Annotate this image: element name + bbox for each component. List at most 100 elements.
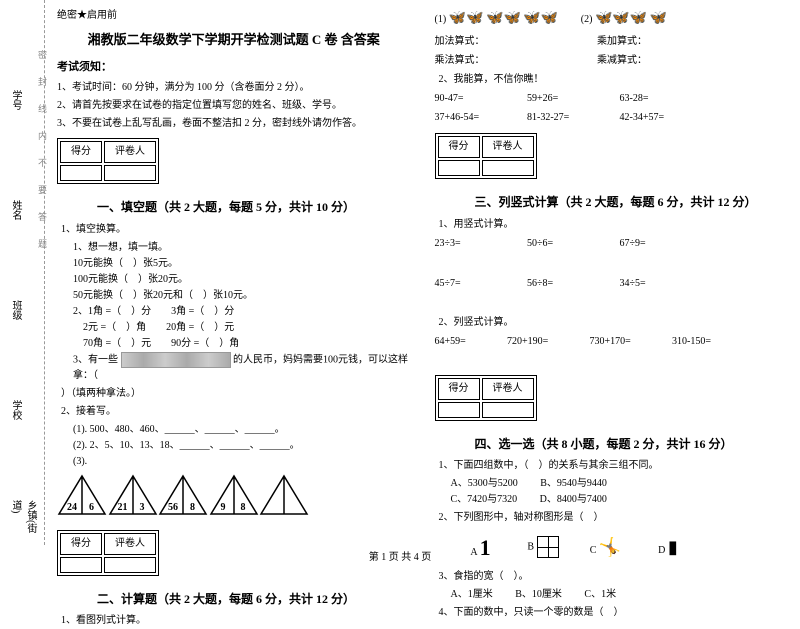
comb-icon: ▮ <box>668 537 678 557</box>
margin-field-id: 学号 <box>8 90 23 110</box>
q-v1: 1、用竖式计算。 <box>439 217 789 233</box>
butterfly-icon: 🦋🦋 <box>523 8 558 30</box>
calc-row: 45÷7= 56÷8= 34÷5= <box>435 276 789 292</box>
q1-line: 70角 =（ ）元 90分 =（ ）角 <box>73 336 411 352</box>
opt: A、1厘米 <box>451 587 493 603</box>
opt: B、9540与9440 <box>540 476 607 492</box>
calc-item: 45÷7= <box>435 276 525 292</box>
tri-val: 56 <box>168 500 178 516</box>
calc-row: 23÷3= 50÷6= 67÷9= <box>435 236 789 252</box>
butterfly-icon: 🦋 <box>650 8 667 30</box>
margin-field-name: 姓名 <box>8 200 23 220</box>
notice-item: 2、请首先按要求在试卷的指定位置填写您的姓名、班级、学号。 <box>57 98 411 114</box>
margin-field-township: 乡镇(街道) <box>8 500 38 545</box>
calc-item: 23÷3= <box>435 236 525 252</box>
secret-label: 绝密★启用前 <box>57 8 411 24</box>
notice-item: 3、不要在试卷上乱写乱画，卷面不整洁扣 2 分，密封线外请勿作答。 <box>57 116 411 132</box>
q4-2-shapes: A 1 B C 🤸 D ▮ <box>451 530 789 565</box>
score-label: 得分 <box>60 533 102 555</box>
butterfly-icon: 🦋🦋 <box>449 8 484 30</box>
q1-line: 100元能换（ ）张20元。 <box>73 272 411 288</box>
notice-item: 1、考试时间：60 分钟，满分为 100 分（含卷面分 2 分）。 <box>57 80 411 96</box>
mul-label: 乘法算式： <box>435 53 595 69</box>
column-left: 绝密★启用前 湘教版二年级数学下学期开学检测试题 C 卷 含答案 考试须知： 1… <box>45 0 423 545</box>
addmul-label: 乘加算式： <box>597 34 687 50</box>
q2-line: (2). 2、5、10、13、18、______、______、______。 <box>73 438 411 454</box>
q1-3: 3、有一些 的人民币，妈妈需要100元钱，可以这样拿：（ <box>73 352 411 384</box>
tri-val: 9 <box>221 500 226 516</box>
q4-4: 4、下面的数中，只读一个零的数是（ ） <box>439 605 789 621</box>
tri-val: 21 <box>118 500 128 516</box>
score-box: 得分评卷人 <box>435 133 537 179</box>
section2-title: 二、计算题（共 2 大题，每题 6 分，共计 12 分） <box>97 590 411 609</box>
section3-title: 三、列竖式计算（共 2 大题，每题 6 分，共计 12 分） <box>475 193 789 212</box>
q2: 2、接着写。 <box>61 404 411 420</box>
calc-item: 64+59= <box>435 334 505 350</box>
grader-label: 评卷人 <box>482 136 534 158</box>
q4-1-opts: C、7420与7320 D、8400与7400 <box>451 492 789 508</box>
tri-val: 24 <box>67 500 77 516</box>
calc-item: 37+46-54= <box>435 110 525 126</box>
calc-item: 42-34+57= <box>620 110 710 126</box>
score-cell[interactable] <box>438 402 480 418</box>
q4-2: 2、下列图形中，轴对称图形是（ ） <box>439 510 789 526</box>
opt-d: D ▮ <box>638 533 698 562</box>
grader-label: 评卷人 <box>104 533 156 555</box>
digit-one-icon: 1 <box>480 535 491 560</box>
score-cell[interactable] <box>438 160 480 176</box>
q2-line: (3). <box>73 454 411 470</box>
binding-margin: 乡镇(街道) 学校 班级 姓名 学号 密 封 线 内 不 要 答 题 <box>0 0 45 545</box>
opt-a: A 1 <box>451 530 511 565</box>
triangle-pattern: 24 6 21 3 56 8 9 8 <box>57 474 411 522</box>
calc-item: 67÷9= <box>620 236 710 252</box>
score-label: 得分 <box>60 141 102 163</box>
bf-group-2: (2) 🦋🦋🦋 🦋 <box>581 8 667 30</box>
exam-title: 湘教版二年级数学下学期开学检测试题 C 卷 含答案 <box>57 30 411 51</box>
submul-label: 乘减算式： <box>597 53 687 69</box>
score-label: 得分 <box>438 378 480 400</box>
score-box: 得分评卷人 <box>435 375 537 421</box>
opt: C、1米 <box>584 587 616 603</box>
triangle-shape: 9 8 <box>209 474 259 516</box>
group-label: (2) <box>581 14 593 25</box>
calc-item: 310-150= <box>672 334 742 350</box>
score-label: 得分 <box>438 136 480 158</box>
q1-line: 2、1角 =（ ）分 3角 =（ ）分 <box>73 304 411 320</box>
calc-item: 63-28= <box>620 91 710 107</box>
butterfly-figure: (1) 🦋🦋 🦋🦋 🦋🦋 (2) 🦋🦋🦋 🦋 <box>435 8 789 30</box>
calc-item: 34÷5= <box>620 276 710 292</box>
cartoon-icon: 🤸 <box>599 537 621 557</box>
calc-item: 90-47= <box>435 91 525 107</box>
add-label: 加法算式： <box>435 34 595 50</box>
calc-item: 730+170= <box>590 334 670 350</box>
opt-c: C 🤸 <box>576 533 636 562</box>
calc-item: 50÷6= <box>527 236 617 252</box>
q1-3c: ）（填两种拿法。） <box>61 386 411 402</box>
tri-val: 6 <box>89 500 94 516</box>
formula-row: 乘法算式： 乘减算式： <box>435 53 789 69</box>
q1-line: 2元 =（ ）角 20角 =（ ）元 <box>73 320 411 336</box>
score-cell[interactable] <box>60 165 102 181</box>
margin-field-school: 学校 <box>8 400 23 420</box>
q1-sub: 1、想一想，填一填。 <box>73 240 411 256</box>
grader-cell[interactable] <box>104 165 156 181</box>
opt: B、10厘米 <box>515 587 562 603</box>
column-right: (1) 🦋🦋 🦋🦋 🦋🦋 (2) 🦋🦋🦋 🦋 加法算式： 乘加算式： 乘法算式：… <box>423 0 800 545</box>
tri-val: 3 <box>140 500 145 516</box>
opt: D、8400与7400 <box>540 492 607 508</box>
grader-cell[interactable] <box>482 160 534 176</box>
triangle-shape: 21 3 <box>108 474 158 516</box>
calc-row: 37+46-54= 81-32-27= 42-34+57= <box>435 110 789 126</box>
q4-3-opts: A、1厘米 B、10厘米 C、1米 <box>451 587 789 603</box>
formula-row: 加法算式： 乘加算式： <box>435 34 789 50</box>
margin-field-class: 班级 <box>8 300 23 320</box>
grader-cell[interactable] <box>482 402 534 418</box>
tri-val: 8 <box>190 500 195 516</box>
group-label: (1) <box>435 14 447 25</box>
grader-label: 评卷人 <box>104 141 156 163</box>
q1: 1、填空换算。 <box>61 222 411 238</box>
butterfly-icon: 🦋🦋 <box>486 8 521 30</box>
calc-item: 56÷8= <box>527 276 617 292</box>
butterfly-icon: 🦋🦋🦋 <box>595 8 647 30</box>
q1-3-text: 3、有一些 <box>73 354 118 365</box>
